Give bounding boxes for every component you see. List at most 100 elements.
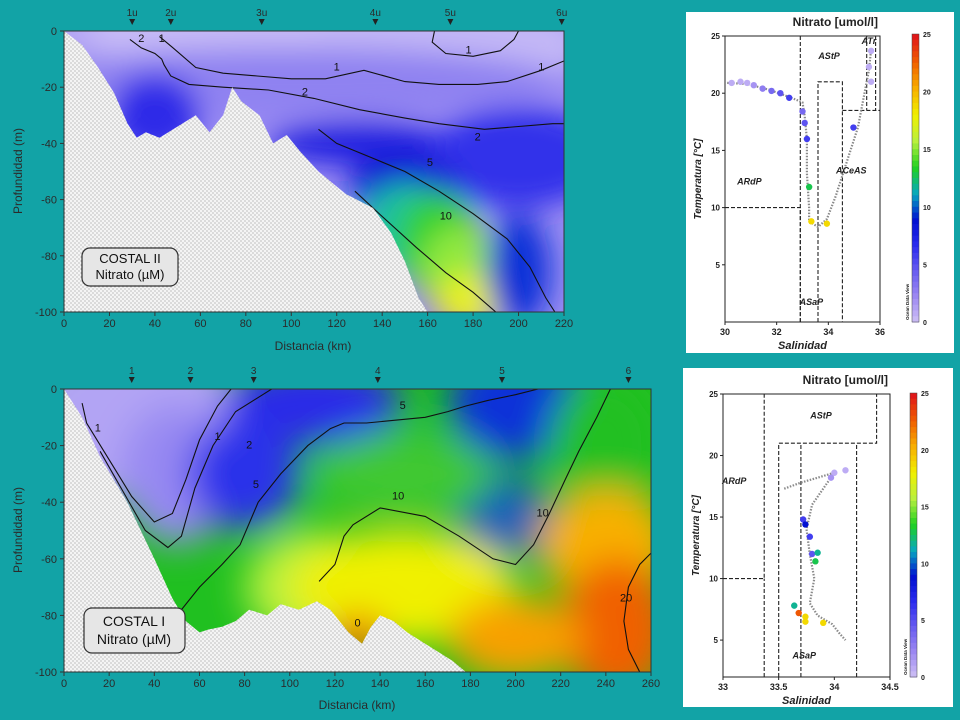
x-tick-label: 30 — [720, 327, 730, 337]
panel-label-variable: Nitrato (µM) — [96, 267, 165, 282]
water-mass-label: ASaP — [792, 651, 818, 661]
y-tick-label: 0 — [51, 384, 57, 396]
station-marker — [625, 377, 632, 383]
colorbar-segment — [910, 654, 917, 661]
x-tick-label: 160 — [416, 678, 434, 690]
colorbar-segment — [910, 415, 917, 422]
colorbar-segment — [912, 34, 919, 41]
y-tick-label: 10 — [709, 575, 718, 584]
ts-data-point — [867, 78, 875, 85]
contour-label: 10 — [537, 507, 549, 519]
y-tick-label: -60 — [41, 195, 57, 207]
station-label: 2 — [188, 366, 194, 377]
colorbar-tick-label: 25 — [921, 391, 929, 398]
colorbar-segment — [910, 608, 917, 616]
colorbar-segment — [912, 85, 919, 93]
contour-line-10 — [318, 389, 611, 582]
x-tick-label: 140 — [373, 318, 391, 330]
station-marker — [498, 377, 505, 383]
ts-data-point — [795, 609, 802, 617]
ts-title: Nitrato [umol/l] — [793, 15, 878, 29]
colorbar-segment — [910, 483, 917, 491]
x-tick-label: 140 — [371, 678, 389, 690]
colorbar-tick-label: 20 — [921, 448, 929, 455]
contour-label: 1 — [538, 61, 544, 73]
colorbar-tick-label: 5 — [923, 262, 927, 269]
colorbar-tick-label: 25 — [923, 32, 931, 39]
x-axis-label: Salinidad — [782, 695, 831, 707]
station-marker — [250, 377, 257, 383]
contour-line-1 — [81, 389, 232, 523]
ts-data-point — [768, 87, 775, 95]
x-tick-label: 34 — [829, 682, 839, 692]
y-tick-label: -80 — [41, 610, 57, 622]
ts-data-point — [803, 135, 811, 143]
ts-diagram-costal-ii: Nitrato [umol/l] ARdP AStP ATr ACeAS ASaP 30 32… — [693, 15, 931, 352]
colorbar-segment — [912, 275, 919, 283]
concentration-blob — [447, 595, 584, 672]
x-axis-label: Salinidad — [778, 340, 827, 352]
y-tick-label: 15 — [711, 146, 720, 155]
ts-data-point — [808, 550, 816, 558]
colorbar-segment — [912, 218, 919, 225]
x-tick-label: 60 — [194, 318, 206, 330]
contour-label: 10 — [392, 490, 404, 502]
colorbar-segment — [912, 62, 919, 70]
ts-data-point — [791, 602, 798, 609]
concentration-blob — [188, 417, 302, 531]
colorbar-segment — [912, 189, 919, 196]
ts-data-point — [802, 521, 809, 528]
contour-label: 1 — [465, 44, 471, 56]
colorbar-segment — [910, 591, 917, 599]
colorbar-segment — [912, 258, 919, 265]
colorbar-segment — [912, 131, 919, 139]
panel-label-title: COSTAL II — [99, 251, 160, 266]
colorbar-segment — [910, 557, 917, 564]
colorbar-tick-label: 20 — [923, 90, 931, 97]
contour-line-2 — [129, 38, 564, 130]
colorbar-segment — [912, 57, 919, 64]
colorbar-segment — [910, 597, 917, 604]
colorbar-segment — [912, 252, 919, 260]
colorbar-segment — [912, 178, 919, 185]
colorbar-segment — [912, 241, 919, 248]
panel-label-box: COSTAL I Nitrato (µM) — [83, 607, 186, 654]
x-tick-label: 260 — [642, 678, 660, 690]
y-tick-label: -80 — [41, 251, 57, 263]
colorbar-segment — [910, 461, 917, 468]
x-tick-label: 100 — [281, 678, 299, 690]
colorbar-segment — [912, 183, 919, 191]
station-marker — [372, 19, 379, 25]
station-marker — [374, 377, 381, 383]
colorbar-segment — [912, 281, 919, 289]
colorbar-segment — [910, 586, 917, 593]
ts-data-point — [831, 469, 838, 476]
x-tick-label: 180 — [461, 678, 479, 690]
ts-data-point — [777, 90, 784, 97]
x-tick-label: 34.5 — [881, 682, 899, 692]
colorbar-segment — [912, 287, 919, 294]
colorbar-segment — [910, 523, 917, 530]
colorbar-segment — [912, 247, 919, 254]
water-mass-label: AStP — [809, 411, 832, 421]
colorbar-segment — [912, 166, 919, 173]
colorbar-segment — [912, 235, 919, 242]
station-label: 3 — [251, 366, 257, 377]
station-marker — [447, 19, 454, 25]
ts-data-point — [812, 558, 819, 565]
y-tick-label: 20 — [711, 89, 720, 98]
x-tick-label: 33.5 — [770, 682, 788, 692]
ts-data-point — [786, 94, 793, 101]
colorbar-segment — [910, 671, 917, 678]
x-tick-label: 160 — [418, 318, 436, 330]
ts-data-point — [865, 63, 873, 71]
contour-label: 1 — [214, 431, 220, 443]
colorbar-segment — [910, 489, 917, 496]
plot-frame — [724, 35, 881, 323]
colorbar-segment — [910, 506, 917, 513]
x-tick-label: 34 — [823, 327, 833, 337]
concentration-blob — [447, 389, 584, 460]
colorbar-segment — [910, 444, 917, 451]
x-tick-label: 80 — [238, 678, 250, 690]
